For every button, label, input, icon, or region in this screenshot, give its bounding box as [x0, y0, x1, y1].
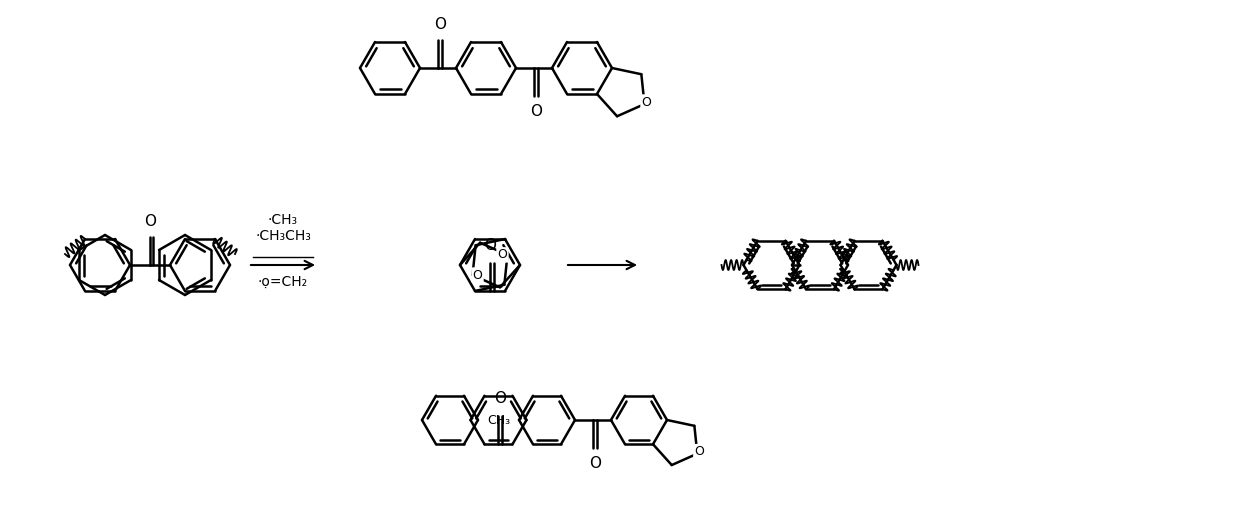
Text: ·ọ=CH₂: ·ọ=CH₂ — [258, 275, 309, 289]
Text: O: O — [694, 445, 704, 458]
Text: O: O — [494, 391, 507, 406]
Text: O: O — [484, 238, 496, 253]
Text: O: O — [434, 17, 446, 32]
Text: O: O — [498, 249, 508, 261]
Text: O: O — [144, 214, 156, 229]
Text: ·CH₃CH₃: ·CH₃CH₃ — [255, 229, 311, 243]
Text: ·CH₃: ·CH₃ — [268, 213, 299, 227]
Text: O: O — [589, 456, 601, 471]
Text: O: O — [472, 269, 482, 281]
Text: O: O — [530, 104, 541, 119]
Text: O: O — [642, 96, 652, 108]
Text: CH₃: CH₃ — [487, 414, 510, 427]
